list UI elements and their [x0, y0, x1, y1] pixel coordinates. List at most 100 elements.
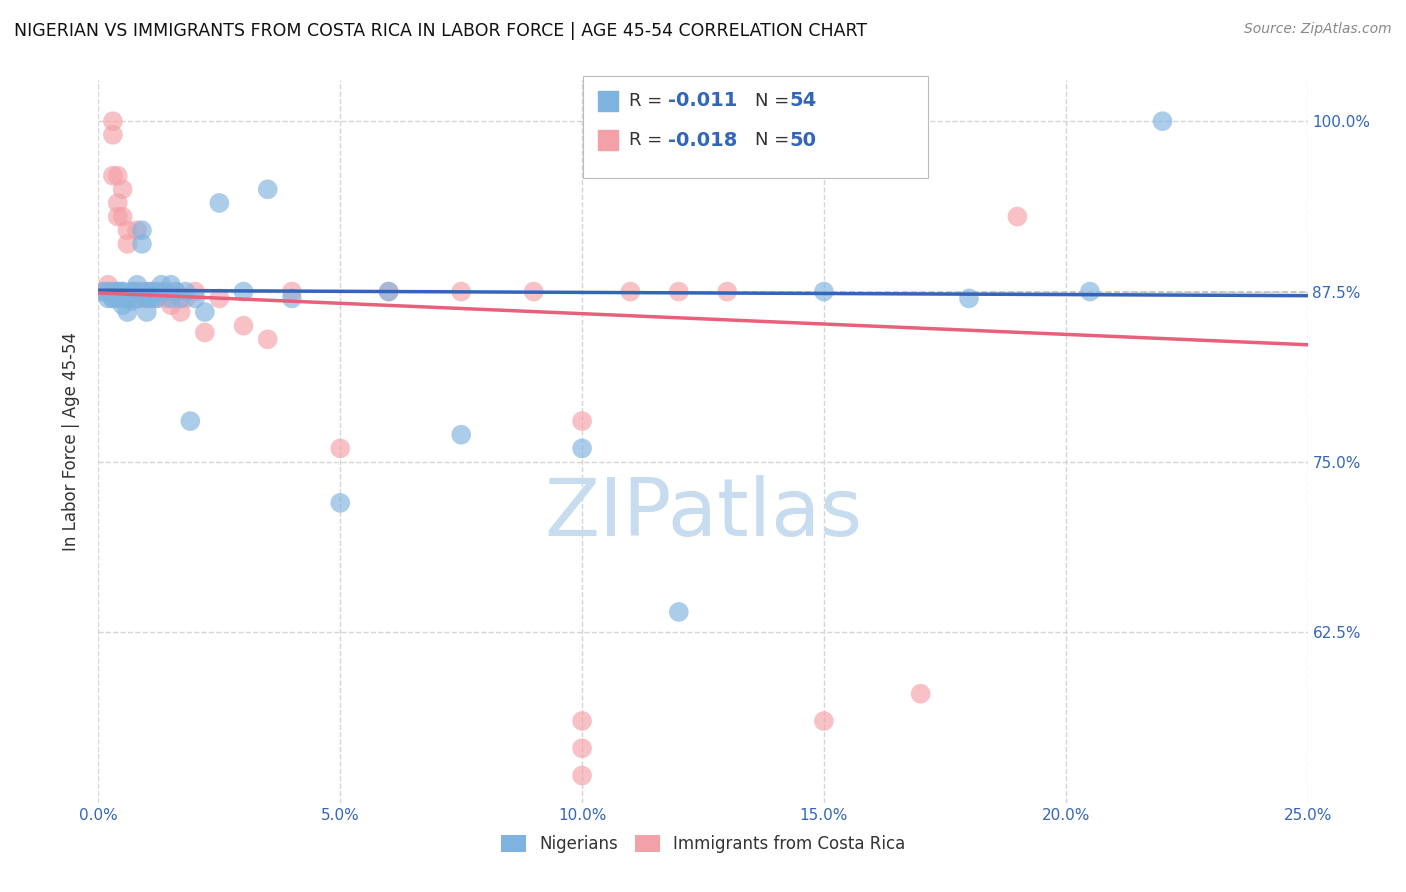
Text: -0.018: -0.018 — [668, 130, 738, 150]
Point — [571, 741, 593, 756]
Point — [127, 223, 149, 237]
Point — [97, 277, 120, 292]
Point — [179, 414, 201, 428]
Point — [107, 285, 129, 299]
Point — [194, 305, 217, 319]
Point — [1152, 114, 1174, 128]
Point — [957, 292, 980, 306]
Point — [127, 277, 149, 292]
Point — [101, 114, 124, 128]
Point — [101, 292, 124, 306]
Point — [131, 236, 153, 251]
Point — [165, 285, 187, 299]
Point — [121, 294, 143, 309]
Point — [571, 714, 593, 728]
Point — [91, 285, 114, 299]
Point — [160, 298, 183, 312]
Point — [127, 292, 149, 306]
Text: R =: R = — [628, 131, 668, 149]
Text: ZIPatlas: ZIPatlas — [544, 475, 862, 553]
Point — [107, 196, 129, 211]
Point — [111, 285, 134, 299]
Point — [111, 292, 134, 306]
Point — [813, 714, 835, 728]
Text: N =: N = — [755, 92, 796, 110]
Point — [91, 285, 114, 299]
Point — [571, 414, 593, 428]
Point — [160, 277, 183, 292]
Text: R =: R = — [628, 92, 668, 110]
Point — [174, 285, 197, 299]
Point — [910, 687, 932, 701]
Point — [450, 285, 472, 299]
Point — [141, 285, 163, 299]
Point — [155, 292, 177, 306]
Point — [450, 427, 472, 442]
Point — [97, 285, 120, 299]
Point — [169, 305, 191, 319]
Point — [377, 285, 399, 299]
Point — [97, 292, 120, 306]
Point — [121, 285, 143, 299]
Point — [668, 285, 690, 299]
Text: -0.011: -0.011 — [668, 91, 738, 111]
Text: NIGERIAN VS IMMIGRANTS FROM COSTA RICA IN LABOR FORCE | AGE 45-54 CORRELATION CH: NIGERIAN VS IMMIGRANTS FROM COSTA RICA I… — [14, 22, 868, 40]
Point — [135, 285, 157, 299]
Point — [127, 285, 149, 299]
Point — [101, 285, 124, 299]
Point — [117, 292, 139, 306]
Point — [135, 292, 157, 306]
Point — [160, 292, 183, 306]
Point — [111, 182, 134, 196]
Point — [194, 326, 217, 340]
Point — [127, 285, 149, 299]
Point — [184, 285, 207, 299]
Point — [117, 236, 139, 251]
Point — [101, 128, 124, 142]
Point — [571, 442, 593, 456]
Point — [619, 285, 641, 299]
Point — [716, 285, 738, 299]
Point — [281, 285, 304, 299]
Point — [155, 285, 177, 299]
Point — [107, 169, 129, 183]
Point — [141, 285, 163, 299]
Point — [208, 196, 231, 211]
Point — [1078, 285, 1101, 299]
Point — [107, 292, 129, 306]
Point — [111, 210, 134, 224]
Point — [174, 292, 197, 306]
Text: 50: 50 — [789, 130, 817, 150]
Point — [117, 223, 139, 237]
Point — [232, 285, 254, 299]
Point — [150, 277, 173, 292]
Point — [121, 292, 143, 306]
Point — [329, 496, 352, 510]
Point — [121, 285, 143, 299]
Point — [145, 292, 167, 306]
Point — [1007, 210, 1029, 224]
Point — [117, 292, 139, 306]
Point — [107, 285, 129, 299]
Point — [107, 210, 129, 224]
Point — [97, 285, 120, 299]
Point — [256, 332, 278, 346]
Point — [145, 285, 167, 299]
Point — [135, 285, 157, 299]
Point — [145, 292, 167, 306]
Point — [111, 285, 134, 299]
Point — [135, 292, 157, 306]
Point — [813, 285, 835, 299]
Point — [165, 285, 187, 299]
Text: 54: 54 — [789, 91, 817, 111]
Text: Source: ZipAtlas.com: Source: ZipAtlas.com — [1244, 22, 1392, 37]
Point — [523, 285, 546, 299]
Point — [121, 285, 143, 299]
Point — [131, 285, 153, 299]
Point — [169, 292, 191, 306]
Point — [101, 292, 124, 306]
Point — [571, 768, 593, 782]
Point — [377, 285, 399, 299]
Point — [135, 305, 157, 319]
Point — [232, 318, 254, 333]
